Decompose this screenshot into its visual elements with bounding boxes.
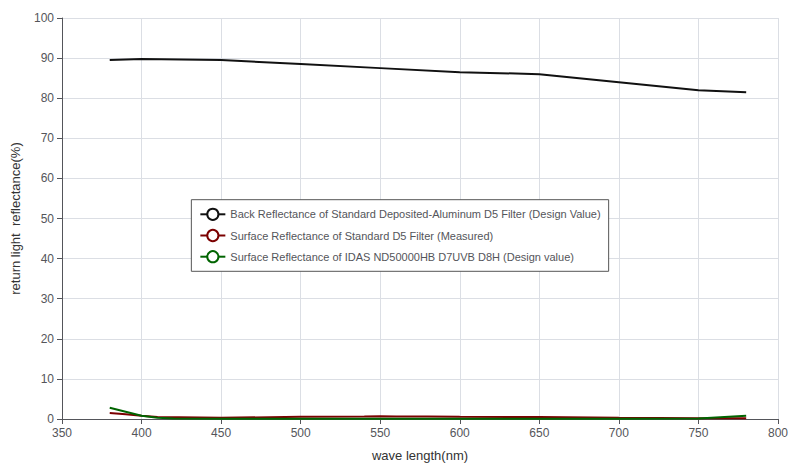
svg-text:60: 60 (41, 171, 55, 185)
svg-text:400: 400 (132, 426, 152, 440)
svg-text:350: 350 (52, 426, 72, 440)
svg-text:450: 450 (211, 426, 231, 440)
svg-text:50: 50 (41, 212, 55, 226)
svg-text:500: 500 (291, 426, 311, 440)
svg-text:Surface Reflectance of IDAS ND: Surface Reflectance of IDAS ND50000HB D7… (230, 251, 574, 263)
svg-text:100: 100 (34, 11, 54, 25)
svg-text:10: 10 (41, 372, 55, 386)
svg-text:return light reflectance(%): return light reflectance(%) (8, 142, 23, 294)
svg-text:750: 750 (688, 426, 708, 440)
svg-text:550: 550 (370, 426, 390, 440)
svg-text:800: 800 (768, 426, 788, 440)
svg-text:70: 70 (41, 131, 55, 145)
svg-text:wave length(nm): wave length(nm) (371, 448, 468, 463)
svg-text:40: 40 (41, 252, 55, 266)
svg-text:30: 30 (41, 292, 55, 306)
svg-text:0: 0 (47, 412, 54, 426)
svg-text:90: 90 (41, 51, 55, 65)
svg-text:20: 20 (41, 332, 55, 346)
svg-text:600: 600 (450, 426, 470, 440)
svg-text:80: 80 (41, 91, 55, 105)
svg-text:650: 650 (529, 426, 549, 440)
svg-text:700: 700 (609, 426, 629, 440)
svg-text:Back Reflectance of Standard D: Back Reflectance of Standard Deposited-A… (230, 208, 600, 220)
svg-text:Surface Reflectance of Standar: Surface Reflectance of Standard D5 Filte… (230, 230, 493, 242)
